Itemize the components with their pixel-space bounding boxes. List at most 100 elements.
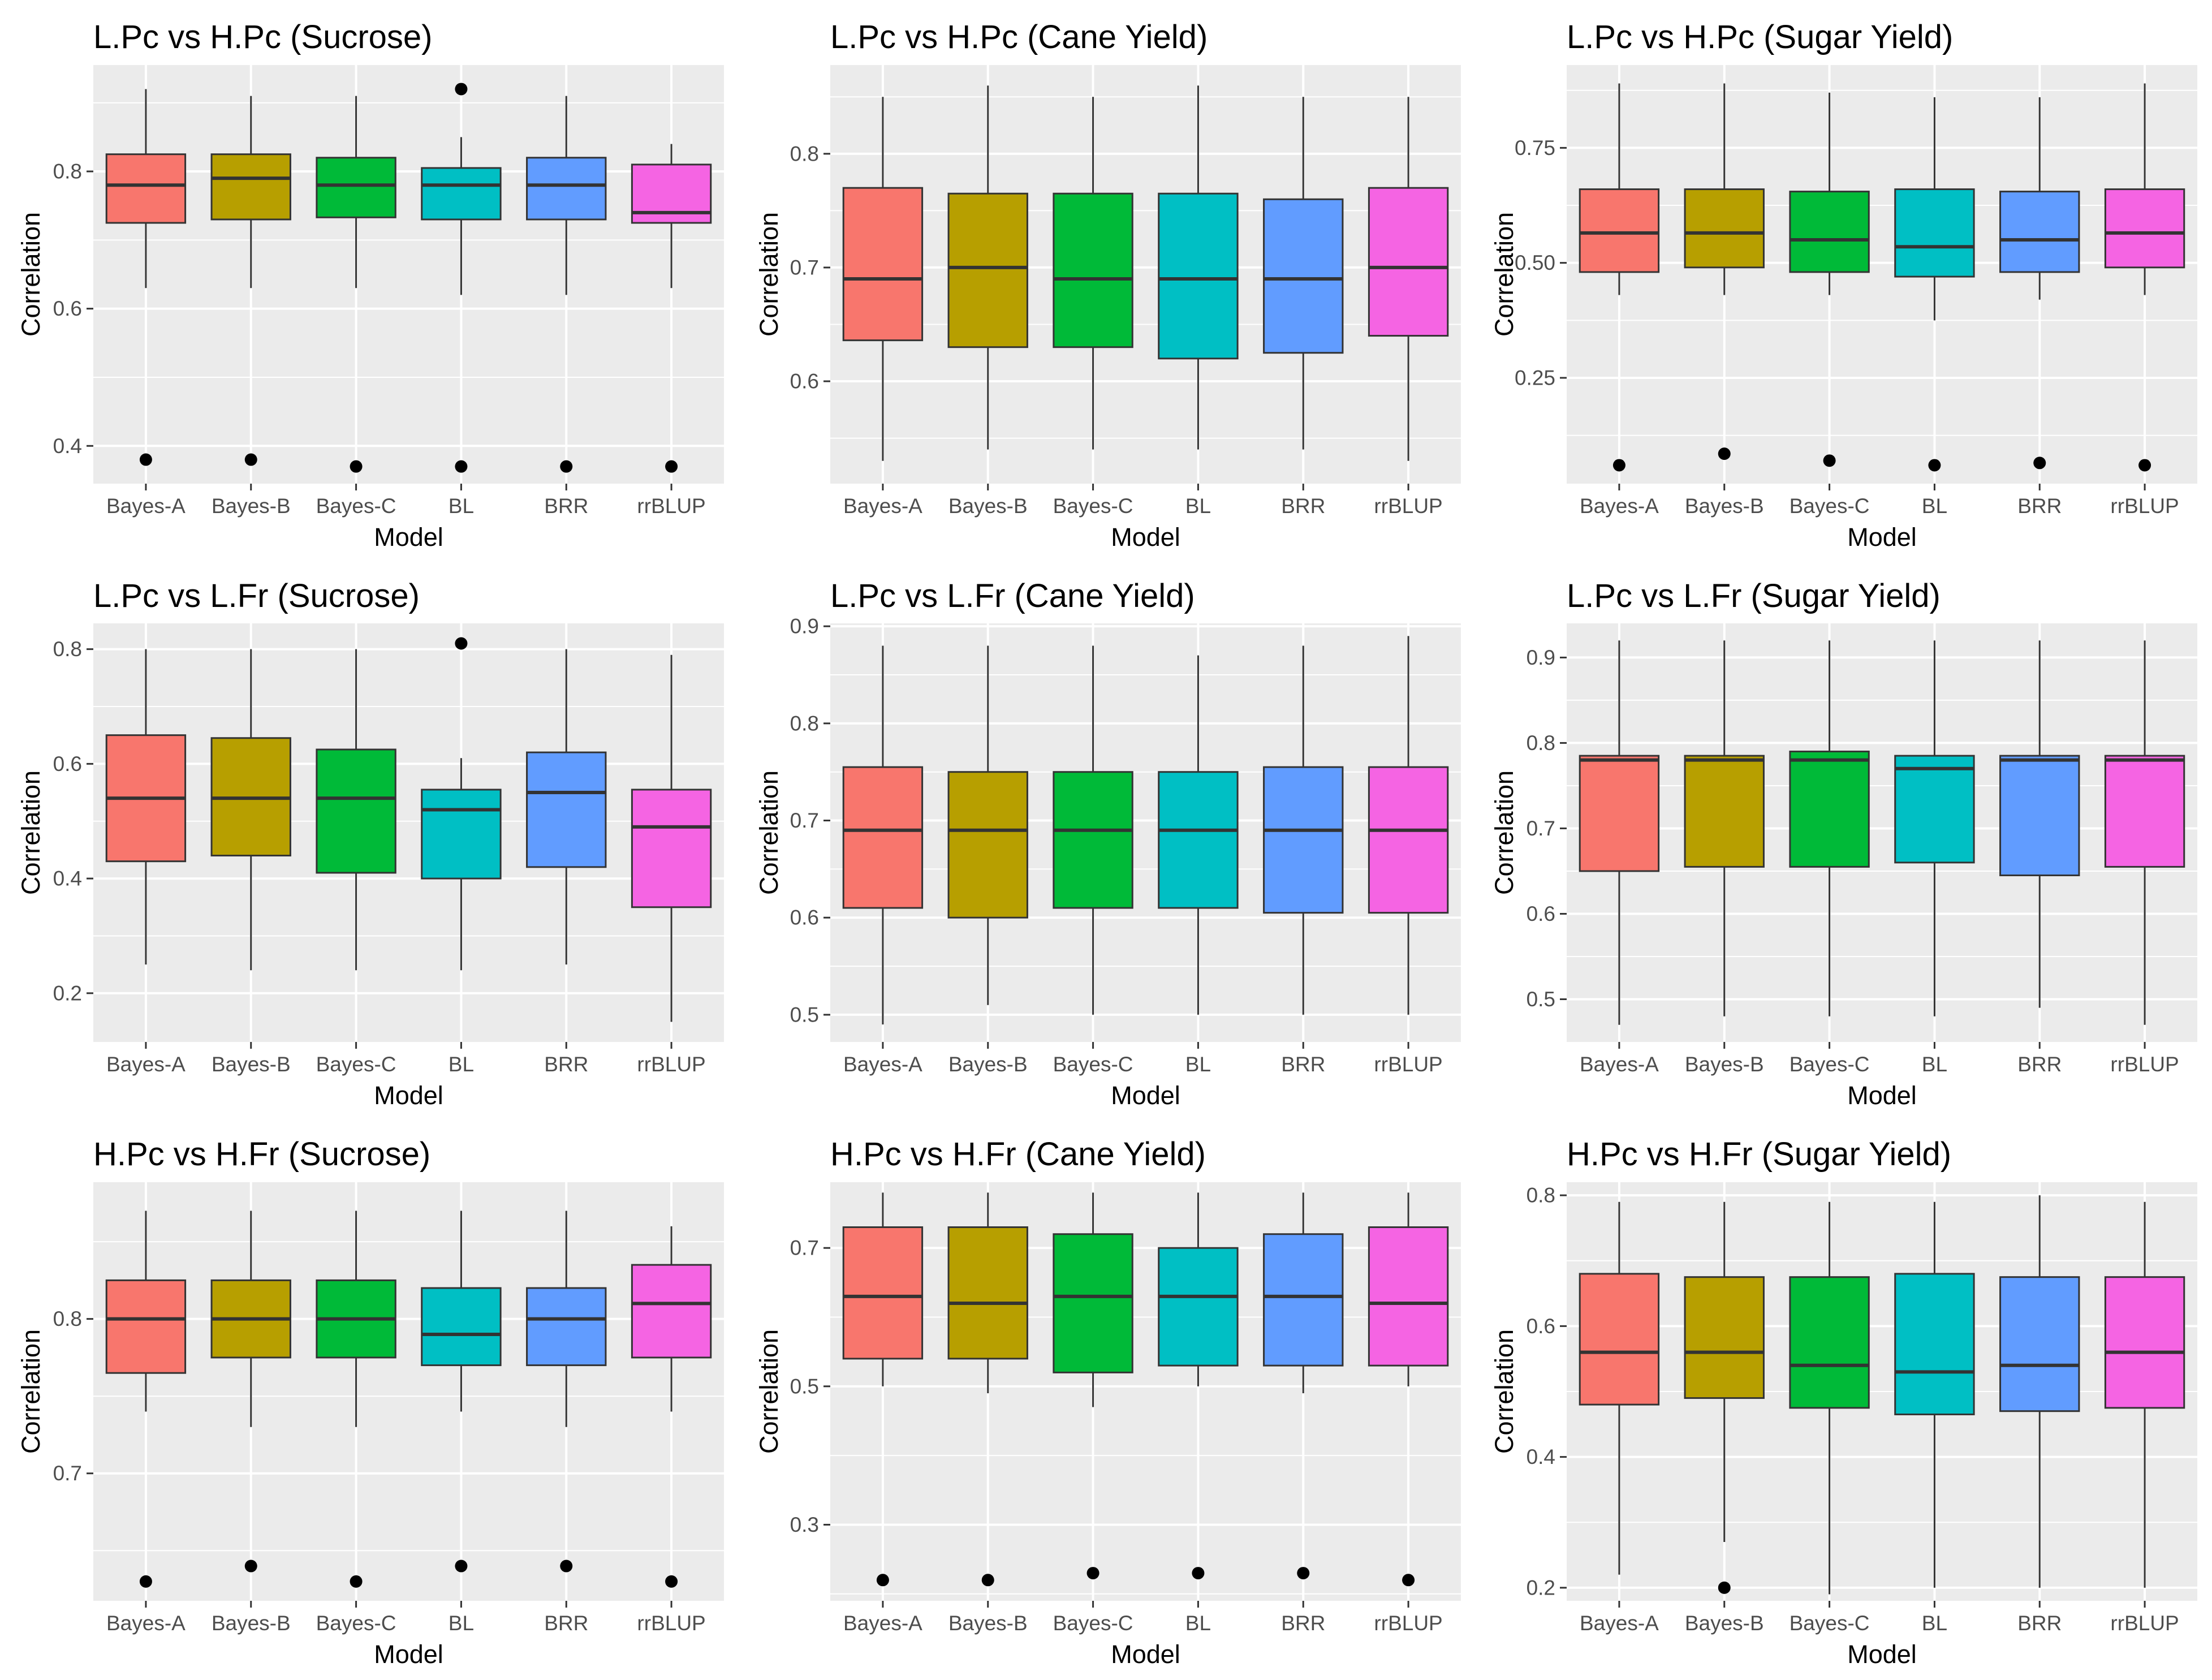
chart-title: L.Pc vs L.Fr (Sucrose): [93, 578, 420, 614]
box-brr: [526, 96, 607, 473]
y-tick-label: 0.8: [1527, 1184, 1555, 1207]
x-axis-label: Model: [1111, 1640, 1180, 1669]
box-body: [421, 789, 502, 880]
box-bl: [1894, 1201, 1975, 1588]
y-tick-label: 0.5: [1527, 988, 1555, 1011]
x-tick-label: BRR: [544, 1053, 588, 1076]
y-axis-label: Correlation: [16, 1329, 45, 1454]
x-tick-label: Bayes-A: [106, 1612, 186, 1635]
y-axis-label: Correlation: [1490, 1329, 1519, 1454]
box-body: [1158, 192, 1239, 360]
chart-panel: L.Pc vs H.Pc (Cane Yield) 0.6 0.7 0.8 Bayes-…: [754, 19, 1461, 552]
box-bayes-a: [1579, 1201, 1660, 1575]
x-tick-label: BL: [449, 494, 474, 518]
y-tick-label: 0.8: [53, 160, 82, 183]
outlier-point: [1402, 1574, 1415, 1587]
x-axis-label: Model: [1847, 1081, 1917, 1110]
box-brr: [526, 1211, 607, 1573]
y-tick-label: 0.4: [53, 434, 82, 458]
x-tick-label: rrBLUP: [1374, 1053, 1442, 1076]
outlier-point: [2138, 459, 2151, 472]
panel-background: [830, 1182, 1461, 1601]
y-tick-label: 0.8: [790, 712, 819, 735]
box-body: [526, 1287, 607, 1367]
x-tick-label: Bayes-C: [316, 494, 396, 518]
box-brr: [1999, 1195, 2080, 1588]
x-tick-label: BL: [1922, 1612, 1947, 1635]
outlier-point: [2033, 456, 2046, 469]
x-axis-label: Model: [374, 1081, 443, 1110]
y-tick-label: 0.25: [1515, 366, 1555, 389]
panel-background: [1567, 65, 2197, 484]
box-body: [105, 1279, 187, 1374]
box-body: [631, 1264, 712, 1359]
x-tick-label: Bayes-C: [1053, 1053, 1133, 1076]
box-bayes-a: [105, 649, 187, 965]
panel-background: [93, 1182, 724, 1601]
box-body: [1789, 1276, 1870, 1409]
x-tick-label: BL: [1185, 1053, 1211, 1076]
box-body: [842, 766, 924, 909]
box-body: [1263, 766, 1344, 914]
box-body: [1368, 766, 1449, 914]
x-tick-label: Bayes-B: [212, 494, 291, 518]
x-tick-label: Bayes-C: [1790, 1612, 1870, 1635]
x-tick-label: BL: [449, 1612, 474, 1635]
box-body: [1894, 755, 1975, 864]
box-body: [1684, 1276, 1765, 1399]
box-rrblup: [1368, 97, 1449, 461]
box-rrblup: [2104, 640, 2185, 1025]
chart-panel: H.Pc vs H.Fr (Sucrose) 0.7 0.8 Bayes-A Bayes…: [16, 1136, 724, 1669]
box-brr: [1999, 97, 2080, 469]
y-tick-label: 0.7: [790, 1237, 819, 1260]
outlier-point: [1297, 1567, 1310, 1580]
y-tick-label: 0.6: [53, 752, 82, 776]
box-bayes-c: [1789, 640, 1870, 1016]
box-body: [947, 192, 1028, 348]
box-body: [210, 153, 291, 221]
box-body: [1999, 1276, 2080, 1412]
x-tick-label: rrBLUP: [2110, 494, 2179, 518]
box-rrblup: [631, 144, 712, 473]
box-bl: [1894, 640, 1975, 1016]
box-body: [1158, 1247, 1239, 1367]
box-brr: [1263, 645, 1344, 1015]
x-tick-label: BRR: [544, 1612, 588, 1635]
box-body: [2104, 755, 2185, 868]
box-bl: [421, 637, 502, 971]
y-axis-label: Correlation: [754, 212, 783, 337]
chart-panel: H.Pc vs H.Fr (Cane Yield) 0.3 0.5 0.7 Bayes-…: [754, 1136, 1461, 1669]
outlier-point: [665, 1575, 678, 1588]
y-tick-label: 0.7: [790, 256, 819, 279]
x-tick-label: Bayes-A: [843, 494, 922, 518]
box-bayes-b: [1684, 1201, 1765, 1594]
x-tick-label: BRR: [1281, 494, 1325, 518]
box-body: [526, 157, 607, 221]
box-body: [947, 771, 1028, 919]
y-tick-label: 0.2: [1527, 1576, 1555, 1599]
box-body: [1368, 1226, 1449, 1367]
chart-title: L.Pc vs H.Pc (Sugar Yield): [1567, 19, 1953, 55]
x-tick-label: BL: [1922, 494, 1947, 518]
x-tick-label: Bayes-B: [948, 1053, 1028, 1076]
y-tick-label: 0.8: [53, 1307, 82, 1330]
box-bayes-c: [1053, 97, 1133, 450]
box-body: [1158, 771, 1239, 909]
x-tick-label: Bayes-B: [948, 494, 1028, 518]
y-tick-label: 0.6: [53, 297, 82, 320]
outlier-point: [1823, 454, 1836, 467]
outlier-point: [876, 1574, 889, 1587]
chart-title: L.Pc vs H.Pc (Cane Yield): [830, 19, 1208, 55]
y-axis-label: Correlation: [754, 1329, 783, 1454]
x-tick-label: rrBLUP: [2110, 1612, 2179, 1635]
box-rrblup: [631, 654, 712, 1022]
x-tick-label: BRR: [2017, 494, 2062, 518]
box-brr: [1263, 97, 1344, 450]
y-tick-label: 0.6: [790, 906, 819, 929]
box-bayes-c: [1789, 92, 1870, 467]
y-tick-label: 0.5: [790, 1003, 819, 1026]
box-brr: [526, 649, 607, 965]
box-bayes-a: [105, 89, 187, 466]
box-body: [1999, 755, 2080, 877]
